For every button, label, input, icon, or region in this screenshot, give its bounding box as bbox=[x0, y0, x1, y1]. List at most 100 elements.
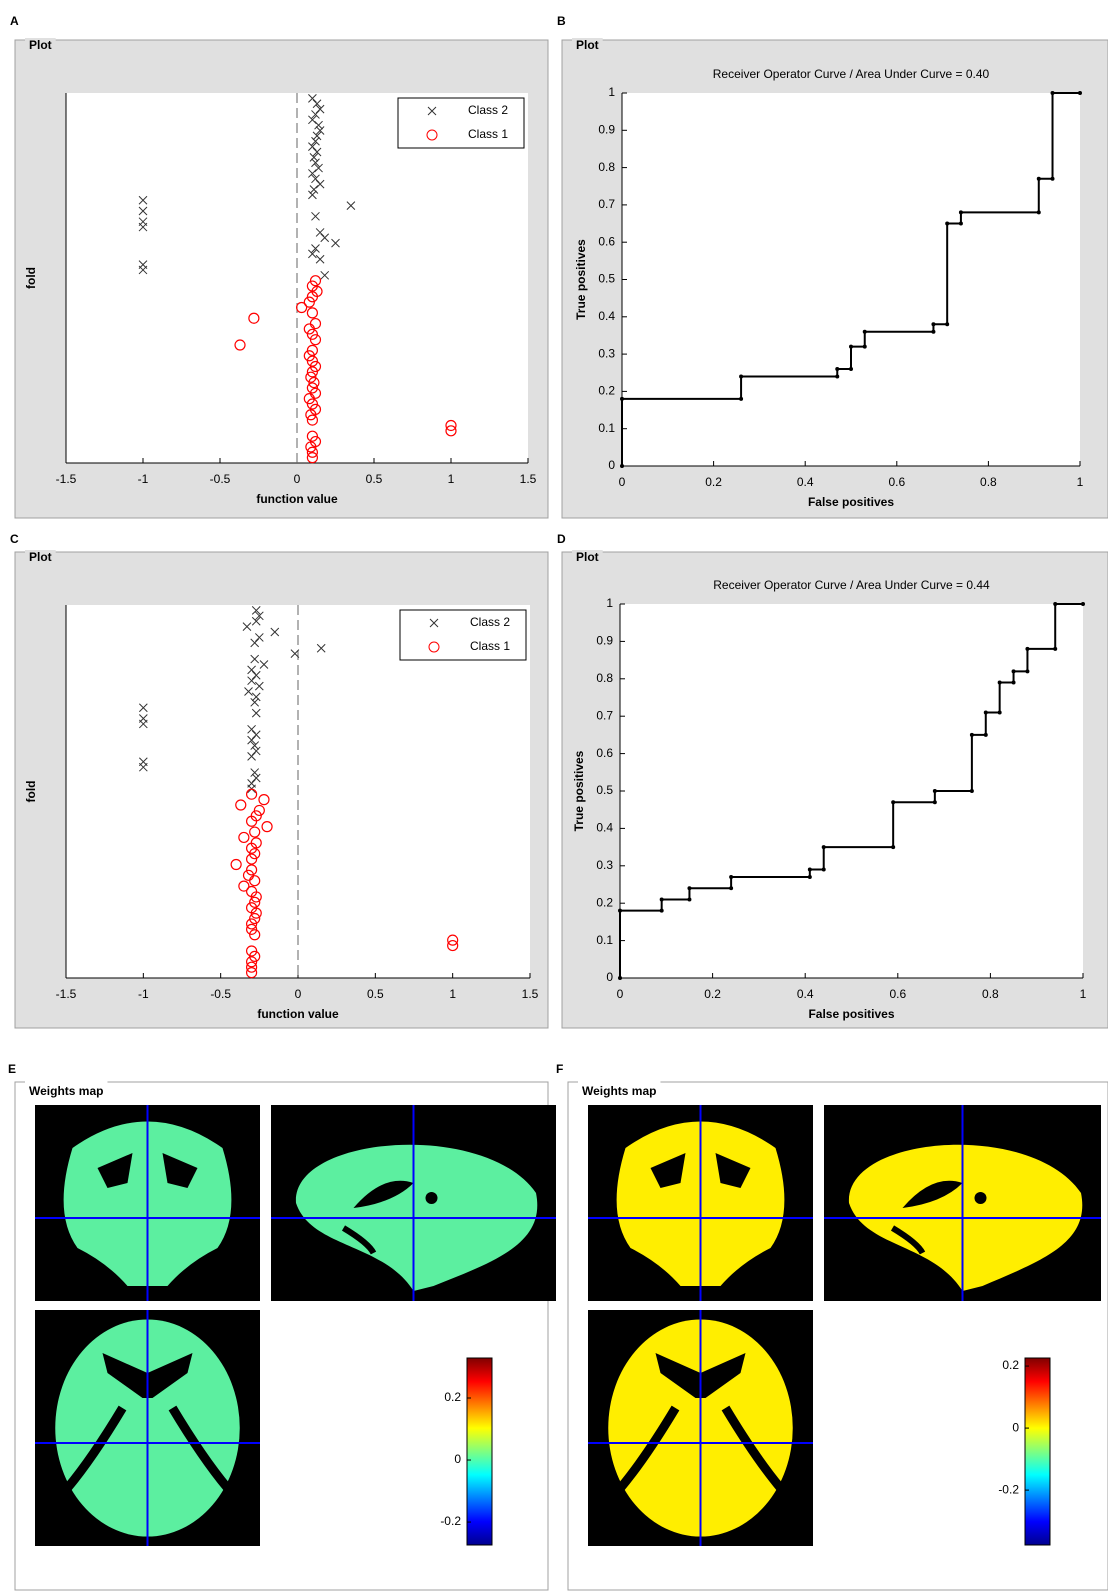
x-tick-label: 0.2 bbox=[705, 475, 722, 489]
x-tick-label: -1.5 bbox=[56, 987, 77, 1001]
colorbar bbox=[467, 1358, 492, 1545]
x-tick-label: 1 bbox=[1080, 987, 1087, 1001]
roc-point bbox=[933, 789, 937, 793]
x-tick-label: 1 bbox=[448, 472, 455, 486]
roc-point bbox=[863, 345, 867, 349]
roc-point bbox=[620, 464, 624, 468]
y-tick-label: 0.5 bbox=[596, 783, 613, 797]
roc-point bbox=[1078, 91, 1082, 95]
x-tick-label: 1.5 bbox=[520, 472, 537, 486]
roc-point bbox=[933, 800, 937, 804]
frame-title: Weights map bbox=[582, 1084, 656, 1098]
y-tick-label: 0.7 bbox=[598, 197, 615, 211]
colorbar-tick-label: 0 bbox=[1012, 1420, 1019, 1434]
roc-point bbox=[729, 875, 733, 879]
chart-title: Receiver Operator Curve / Area Under Cur… bbox=[713, 67, 990, 81]
x-axis-label: function value bbox=[256, 492, 338, 506]
roc-point bbox=[618, 909, 622, 913]
frame-title: Plot bbox=[29, 550, 52, 564]
roc-point bbox=[1037, 177, 1041, 181]
roc-point bbox=[998, 710, 1002, 714]
y-tick-label: 0.9 bbox=[598, 122, 615, 136]
figure: A Plot function value fold -1.5 -1 -0.5 0 0.5 1 1.… bbox=[0, 0, 1108, 1593]
panel-label: C bbox=[10, 532, 19, 546]
x-tick-label: -1.5 bbox=[56, 472, 77, 486]
panel-label: B bbox=[557, 14, 566, 28]
roc-point bbox=[835, 367, 839, 371]
frame-title: Plot bbox=[576, 550, 599, 564]
x-axis-label: function value bbox=[257, 1007, 339, 1021]
x-tick-label: 1 bbox=[449, 987, 456, 1001]
y-tick-label: 0.8 bbox=[598, 160, 615, 174]
colorbar-tick-label: 0 bbox=[454, 1452, 461, 1466]
roc-point bbox=[739, 397, 743, 401]
roc-point bbox=[808, 868, 812, 872]
panel-label: A bbox=[10, 14, 19, 28]
roc-point bbox=[660, 909, 664, 913]
roc-point bbox=[808, 875, 812, 879]
roc-point bbox=[945, 222, 949, 226]
x-axis-label: False positives bbox=[808, 495, 894, 509]
x-tick-label: -0.5 bbox=[210, 987, 231, 1001]
y-tick-label: 0.6 bbox=[598, 234, 615, 248]
roc-point bbox=[891, 800, 895, 804]
y-tick-label: 0.9 bbox=[596, 634, 613, 648]
roc-point bbox=[618, 976, 622, 980]
roc-point bbox=[849, 367, 853, 371]
x-tick-label: 0.8 bbox=[980, 475, 997, 489]
roc-point bbox=[660, 897, 664, 901]
y-tick-label: 0.4 bbox=[598, 309, 615, 323]
roc-point bbox=[984, 710, 988, 714]
roc-point bbox=[822, 845, 826, 849]
x-tick-label: -0.5 bbox=[210, 472, 231, 486]
roc-point bbox=[945, 322, 949, 326]
x-tick-label: 0.2 bbox=[704, 987, 721, 1001]
legend-label: Class 2 bbox=[468, 103, 508, 117]
y-tick-label: 1 bbox=[608, 85, 615, 99]
y-tick-label: 0 bbox=[606, 970, 613, 984]
x-tick-label: 0 bbox=[294, 472, 301, 486]
y-tick-label: 0.6 bbox=[596, 746, 613, 760]
y-tick-label: 0.4 bbox=[596, 821, 613, 835]
roc-point bbox=[959, 222, 963, 226]
roc-point bbox=[931, 330, 935, 334]
plot-area bbox=[620, 604, 1083, 978]
x-tick-label: 0.8 bbox=[982, 987, 999, 1001]
x-tick-label: 0.4 bbox=[797, 475, 814, 489]
legend-label: Class 1 bbox=[470, 639, 510, 653]
x-tick-label: 0 bbox=[295, 987, 302, 1001]
y-axis-label: True positives bbox=[572, 750, 586, 831]
roc-point bbox=[620, 397, 624, 401]
chart-title: Receiver Operator Curve / Area Under Cur… bbox=[713, 578, 990, 592]
y-tick-label: 0.2 bbox=[598, 384, 615, 398]
x-tick-label: 0.6 bbox=[889, 987, 906, 1001]
legend-label: Class 2 bbox=[470, 615, 510, 629]
panel-label: F bbox=[556, 1062, 563, 1076]
y-tick-label: 0.3 bbox=[596, 858, 613, 872]
roc-point bbox=[1012, 669, 1016, 673]
y-tick-label: 0.1 bbox=[596, 933, 613, 947]
roc-point bbox=[1053, 647, 1057, 651]
y-tick-label: 0.2 bbox=[596, 895, 613, 909]
roc-point bbox=[931, 322, 935, 326]
x-tick-label: -1 bbox=[138, 472, 149, 486]
roc-point bbox=[1081, 602, 1085, 606]
x-tick-label: 1.5 bbox=[522, 987, 539, 1001]
y-axis-label: fold bbox=[24, 781, 38, 803]
roc-point bbox=[739, 374, 743, 378]
ventricle bbox=[975, 1192, 987, 1204]
colorbar-tick-label: -0.2 bbox=[998, 1482, 1019, 1496]
panel-label: E bbox=[8, 1062, 16, 1076]
y-tick-label: 0.3 bbox=[598, 346, 615, 360]
colorbar-tick-label: 0.2 bbox=[444, 1390, 461, 1404]
panel-label: D bbox=[557, 532, 566, 546]
roc-point bbox=[891, 845, 895, 849]
y-tick-label: 0.1 bbox=[598, 421, 615, 435]
x-tick-label: 0 bbox=[617, 987, 624, 1001]
roc-point bbox=[1012, 681, 1016, 685]
roc-point bbox=[1025, 669, 1029, 673]
frame-title: Weights map bbox=[29, 1084, 103, 1098]
roc-point bbox=[1025, 647, 1029, 651]
y-tick-label: 0.8 bbox=[596, 671, 613, 685]
x-tick-label: 0.5 bbox=[367, 987, 384, 1001]
